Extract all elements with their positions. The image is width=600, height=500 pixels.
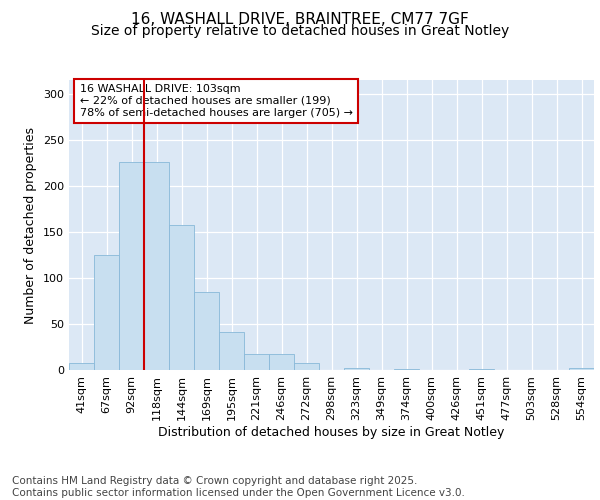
- Y-axis label: Number of detached properties: Number of detached properties: [25, 126, 37, 324]
- Bar: [269, 354, 294, 370]
- Bar: [569, 368, 594, 370]
- Bar: [394, 369, 419, 370]
- X-axis label: Distribution of detached houses by size in Great Notley: Distribution of detached houses by size …: [158, 426, 505, 438]
- Bar: [244, 354, 269, 370]
- Text: 16 WASHALL DRIVE: 103sqm
← 22% of detached houses are smaller (199)
78% of semi-: 16 WASHALL DRIVE: 103sqm ← 22% of detach…: [79, 84, 353, 117]
- Text: 16, WASHALL DRIVE, BRAINTREE, CM77 7GF: 16, WASHALL DRIVE, BRAINTREE, CM77 7GF: [131, 12, 469, 28]
- Bar: [69, 362, 94, 370]
- Bar: [294, 362, 319, 370]
- Bar: [344, 368, 369, 370]
- Bar: [219, 332, 244, 370]
- Text: Contains HM Land Registry data © Crown copyright and database right 2025.
Contai: Contains HM Land Registry data © Crown c…: [12, 476, 465, 498]
- Bar: [469, 369, 494, 370]
- Bar: [94, 255, 119, 370]
- Bar: [194, 292, 219, 370]
- Bar: [169, 226, 194, 370]
- Bar: [119, 162, 144, 370]
- Bar: [144, 162, 169, 370]
- Text: Size of property relative to detached houses in Great Notley: Size of property relative to detached ho…: [91, 24, 509, 38]
